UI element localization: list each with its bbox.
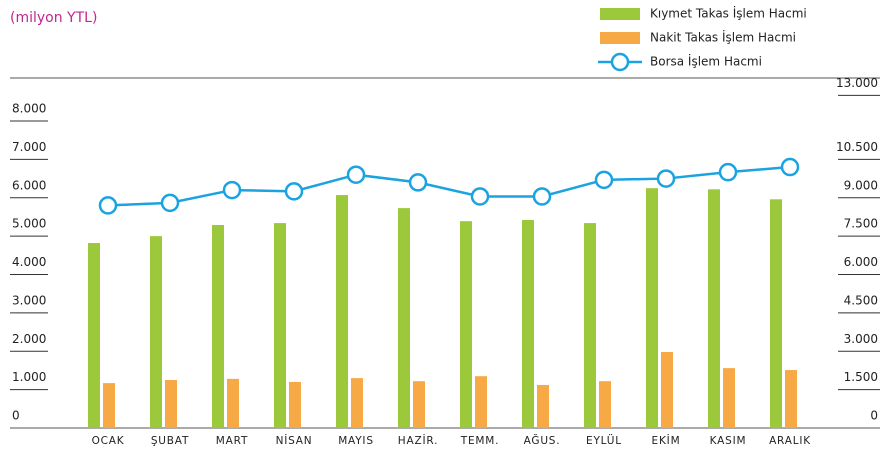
bar [661, 352, 673, 428]
line-marker [284, 182, 304, 201]
bar [227, 378, 239, 428]
line-marker [470, 187, 490, 206]
x-tick-label: EKİM [652, 434, 681, 447]
x-tick-label: MART [216, 435, 248, 447]
y-tick-label: 1.000 [12, 370, 46, 384]
y2-tick-label: 1.500 [844, 370, 878, 384]
x-tick-label: ŞUBAT [151, 435, 189, 447]
y2-tick-label: 0 [870, 409, 878, 423]
bar [336, 195, 348, 428]
x-tick-label: AĞUS. [524, 434, 561, 447]
bar [584, 223, 596, 428]
legend-swatch [610, 52, 630, 72]
x-tick-label: NİSAN [276, 434, 313, 447]
bar [212, 224, 224, 428]
y-tick-label: 3.000 [12, 293, 46, 307]
bar [537, 385, 549, 428]
bar [413, 381, 425, 428]
bar [646, 188, 658, 428]
bar [289, 381, 301, 428]
y2-tick-label: 3.000 [844, 332, 878, 346]
bar [708, 189, 720, 428]
bar [599, 381, 611, 428]
legend-swatch [600, 32, 640, 44]
bar [351, 378, 363, 428]
y-tick-label: 0 [12, 409, 20, 423]
y-tick-label: 6.000 [12, 178, 46, 192]
bar [785, 370, 797, 428]
y-tick-label: 7.000 [12, 140, 46, 154]
y-tick-label: 2.000 [12, 332, 46, 346]
chart-subtitle: (milyon YTL) [10, 10, 97, 26]
line-marker [718, 162, 738, 182]
bar [460, 221, 472, 428]
y2-tick-label: 10.500 [836, 140, 878, 154]
legend-label: Nakit Takas İşlem Hacmi [650, 30, 796, 45]
bar [165, 380, 177, 428]
x-tick-label: TEMM. [460, 435, 500, 447]
bar [723, 368, 735, 428]
bar [150, 236, 162, 428]
y-tick-label: 4.000 [12, 255, 46, 269]
line-marker [98, 196, 118, 215]
y2-tick-label: 13.000 [836, 76, 878, 90]
line-marker [160, 193, 180, 213]
line-marker [780, 157, 800, 177]
line-marker [656, 169, 676, 188]
y-tick-label: 5.000 [12, 217, 46, 231]
y2-tick-label: 9.000 [844, 178, 878, 192]
legend-swatch [600, 8, 640, 20]
y2-tick-label: 7.500 [844, 217, 878, 231]
x-tick-label: ARALIK [769, 435, 811, 447]
x-tick-label: EYLÜL [586, 434, 622, 447]
x-tick-label: KASIM [710, 435, 747, 447]
line-marker [408, 173, 428, 192]
bar [103, 383, 115, 428]
x-tick-label: MAYIS [338, 435, 374, 447]
y-tick-label: 8.000 [12, 102, 46, 116]
line [107, 165, 791, 207]
line-marker [222, 180, 242, 200]
bar [274, 223, 286, 428]
bar [88, 243, 100, 428]
x-tick-label: OCAK [92, 435, 125, 447]
legend-label: Borsa İşlem Hacmi [650, 54, 762, 69]
y2-tick-label: 6.000 [844, 255, 878, 269]
legend-label: Kıymet Takas İşlem Hacmi [650, 6, 807, 21]
bar [398, 208, 410, 428]
bar [770, 199, 782, 428]
x-tick-label: HAZİR. [398, 434, 438, 447]
line-marker [594, 170, 614, 190]
line-marker [532, 187, 552, 206]
line-marker [346, 165, 366, 184]
y2-tick-label: 4.500 [844, 293, 878, 307]
bar [475, 376, 487, 428]
bar [522, 220, 534, 428]
